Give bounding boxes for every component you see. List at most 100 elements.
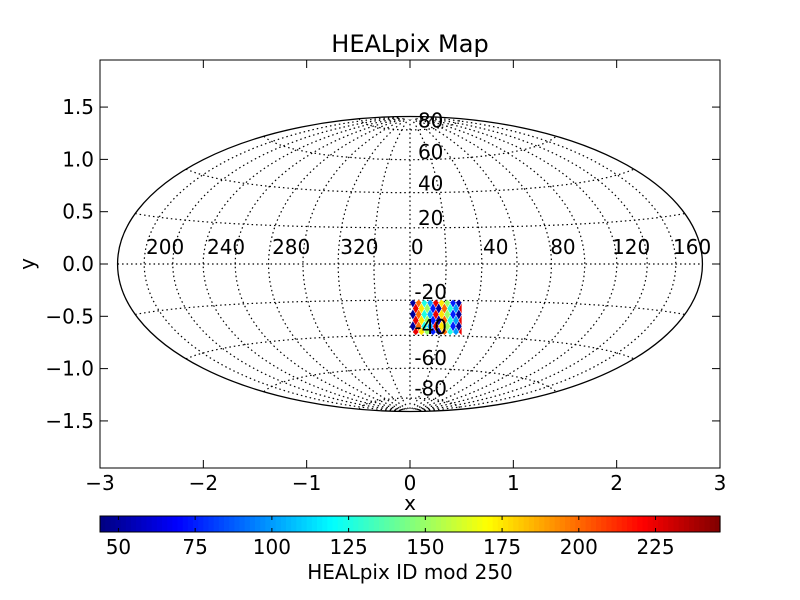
healpix-pixel [453, 327, 459, 336]
healpix-pixel [453, 315, 459, 326]
healpix-pixel [427, 309, 433, 320]
colorbar-segment [348, 516, 354, 532]
colorbar-segment [141, 516, 148, 532]
colorbar-segment [208, 516, 215, 532]
colorbar-segment [296, 516, 303, 532]
colorbar-segment [146, 516, 153, 532]
colorbar-segment [260, 516, 266, 532]
healpix-pixel [410, 299, 416, 308]
longitude-label: 40 [483, 235, 508, 259]
colorbar-segment [213, 516, 220, 532]
healpix-pixel [450, 309, 456, 320]
colorbar-segment [311, 516, 318, 532]
colorbar-segment [606, 516, 613, 532]
colorbar-segment [673, 516, 680, 532]
colorbar-segment [404, 516, 411, 532]
colorbar-segment [611, 516, 618, 532]
healpix-pixel [450, 321, 456, 332]
healpix-pixel [430, 315, 436, 326]
colorbar-segment [642, 516, 649, 532]
healpix-pixel [430, 303, 436, 314]
y-tick-label: −1.0 [45, 357, 94, 381]
colorbar-segment [379, 516, 385, 532]
healpix-pixel [441, 327, 448, 336]
colorbar-tick-label: 225 [636, 535, 674, 559]
colorbar-segment [286, 516, 292, 532]
plot-area: 200 240 280 320 0 40 80 120 16080604020-20-40-60… [45, 59, 726, 559]
colorbar-segment [291, 516, 297, 532]
longitude-gridline [419, 116, 648, 412]
healpix-pixel [412, 315, 419, 326]
colorbar-segment [554, 516, 561, 532]
colorbar-segment [477, 516, 483, 532]
healpix-pixel [458, 303, 462, 314]
colorbar-segment [456, 516, 463, 532]
colorbar-tick-label: 125 [330, 535, 368, 559]
x-tick-label: 1 [507, 471, 520, 495]
colorbar-segment [301, 516, 308, 532]
colorbar-segment [110, 516, 117, 532]
healpix-pixel [435, 303, 442, 314]
x-tick-label: 2 [610, 471, 623, 495]
colorbar-segment [652, 516, 659, 532]
latitude-label: -60 [414, 346, 447, 370]
colorbar-segment [255, 516, 261, 532]
colorbar-segment [508, 516, 514, 532]
colorbar-segment [549, 516, 556, 532]
latitude-label: 40 [418, 171, 443, 195]
colorbar-segment [699, 516, 706, 532]
colorbar-segment [637, 516, 644, 532]
colorbar-segment [647, 516, 654, 532]
colorbar-segment [399, 516, 406, 532]
healpix-pixel [458, 315, 462, 326]
healpix-pixel [447, 327, 454, 336]
colorbar-segment [621, 516, 628, 532]
x-tick-label: −1 [292, 471, 321, 495]
healpix-pixel [432, 309, 439, 320]
healpix-pixel [432, 299, 439, 308]
colorbar-segment [249, 516, 256, 532]
colorbar-segment [120, 516, 127, 532]
colorbar-segment [497, 516, 504, 532]
y-tick-label: −1.5 [45, 409, 94, 433]
colorbar-segment [601, 516, 607, 532]
healpix-pixel [432, 321, 439, 332]
colorbar-segment [585, 516, 592, 532]
colorbar-segment [384, 516, 390, 532]
healpix-pixel [438, 321, 445, 332]
colorbar-segment [518, 516, 525, 532]
colorbar-segment [394, 516, 401, 532]
colorbar-segment [280, 516, 287, 532]
colorbar-segment [658, 516, 664, 532]
colorbar-segment [575, 516, 582, 532]
colorbar-segment [709, 516, 716, 532]
latitude-label: -80 [414, 376, 447, 400]
longitude-gridline [337, 118, 407, 410]
colorbar-segment [136, 516, 142, 532]
healpix-pixel [418, 315, 425, 326]
healpix-pixel [412, 327, 419, 336]
healpix-pixel [447, 315, 454, 326]
colorbar-segment [714, 516, 721, 532]
colorbar-segment [704, 516, 711, 532]
colorbar-segment [570, 516, 576, 532]
healpix-pixel [410, 309, 416, 320]
colorbar-segment [306, 516, 313, 532]
healpix-pixel [421, 299, 428, 308]
y-tick-label: −0.5 [45, 304, 94, 328]
healpix-pixel [435, 315, 442, 326]
healpix-pixel [455, 299, 462, 308]
colorbar-segment [694, 516, 700, 532]
colorbar-segment [544, 516, 551, 532]
colorbar-tick-label: 75 [182, 535, 207, 559]
y-tick-label: 1.0 [62, 147, 94, 171]
latitude-label: 80 [418, 109, 443, 133]
healpix-pixel [444, 299, 451, 308]
colorbar-segment [446, 516, 452, 532]
longitude-label: 120 [612, 235, 650, 259]
colorbar-segment [565, 516, 571, 532]
healpix-pixel [453, 303, 459, 314]
healpix-pixel [450, 299, 456, 308]
x-axis-label: x [404, 491, 416, 515]
